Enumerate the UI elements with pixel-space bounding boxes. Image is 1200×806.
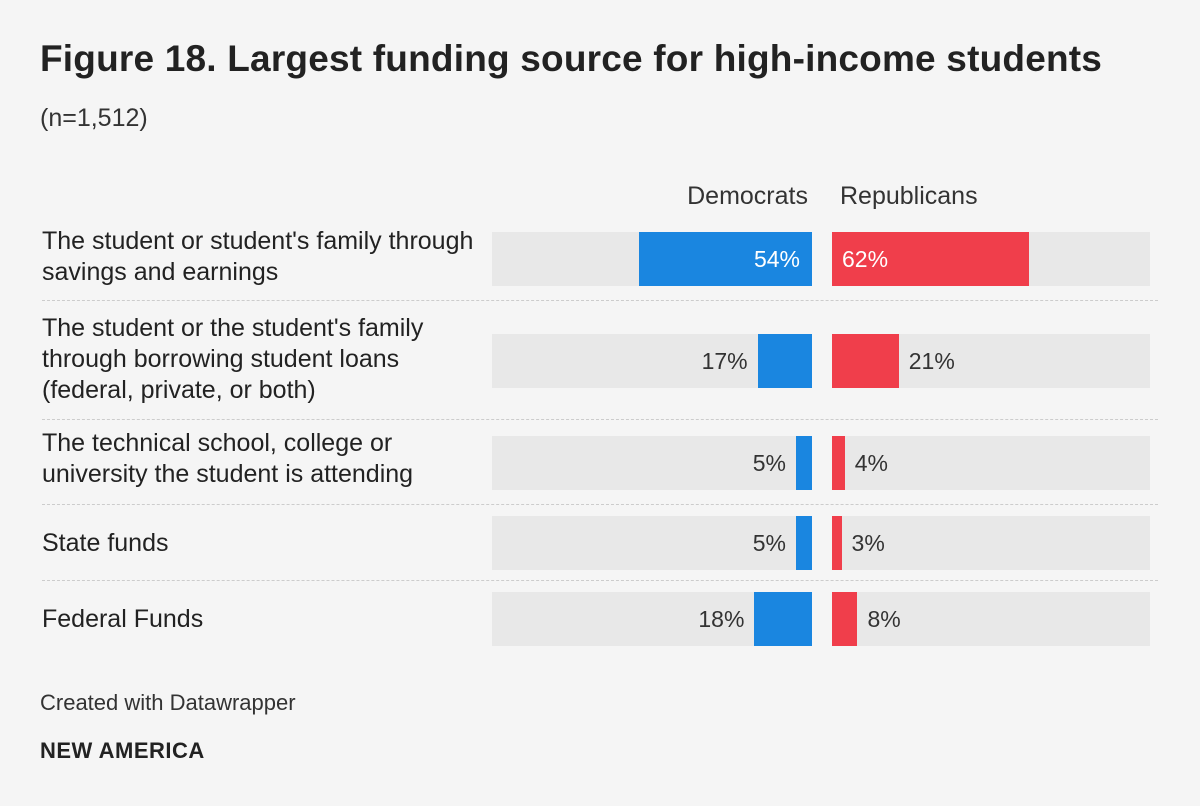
bar-democrats bbox=[796, 516, 812, 570]
legend-republicans: Republicans bbox=[840, 182, 978, 210]
category-label: The student or student's family through … bbox=[42, 227, 474, 286]
row-separator bbox=[42, 580, 1158, 581]
value-label-democrats: 18% bbox=[698, 606, 745, 632]
bar-republicans bbox=[832, 436, 845, 490]
track-republicans bbox=[832, 592, 1150, 646]
category-label: The student or the student's family thro… bbox=[42, 314, 424, 404]
value-label-republicans: 62% bbox=[842, 246, 889, 272]
value-label-democrats: 54% bbox=[753, 246, 800, 272]
track-republicans bbox=[832, 436, 1150, 490]
value-label-republicans: 3% bbox=[851, 530, 885, 556]
brand-logo-text: NEW AMERICA bbox=[40, 738, 205, 763]
bar-democrats bbox=[754, 592, 812, 646]
bar-republicans bbox=[832, 232, 1030, 286]
row-separator bbox=[42, 300, 1158, 301]
bar-republicans bbox=[832, 516, 842, 570]
row-separator bbox=[42, 419, 1158, 420]
bar-democrats bbox=[757, 334, 812, 388]
chart-subtitle: (n=1,512) bbox=[40, 104, 148, 132]
bar-republicans bbox=[832, 592, 858, 646]
track-democrats bbox=[492, 516, 812, 570]
value-label-democrats: 5% bbox=[752, 450, 786, 476]
track-republicans bbox=[832, 516, 1150, 570]
bar-democrats bbox=[796, 436, 812, 490]
category-label: The technical school, college or univers… bbox=[42, 429, 414, 488]
category-label: State funds bbox=[42, 528, 169, 557]
bar-democrats bbox=[639, 232, 812, 286]
track-democrats bbox=[492, 436, 812, 490]
value-label-democrats: 5% bbox=[752, 530, 786, 556]
value-label-republicans: 21% bbox=[908, 348, 955, 374]
row-separator bbox=[42, 504, 1158, 505]
value-label-democrats: 17% bbox=[701, 348, 748, 374]
credit-text: Created with Datawrapper bbox=[40, 690, 296, 715]
legend-democrats: Democrats bbox=[687, 182, 808, 210]
value-label-republicans: 8% bbox=[867, 606, 901, 632]
chart-title: Figure 18. Largest funding source for hi… bbox=[40, 38, 1103, 79]
value-label-republicans: 4% bbox=[854, 450, 888, 476]
bar-republicans bbox=[832, 334, 899, 388]
category-label: Federal Funds bbox=[42, 604, 204, 633]
